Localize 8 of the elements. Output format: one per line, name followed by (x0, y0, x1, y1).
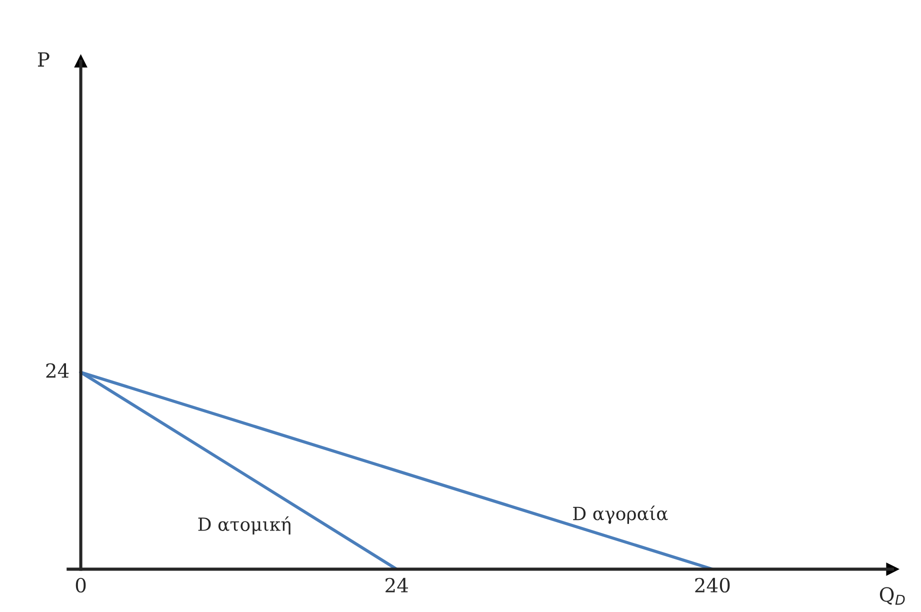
x-tick-label: 24 (386, 578, 408, 592)
text: P (38, 52, 50, 67)
x-tick-label: 0 (76, 578, 86, 593)
annotation: 24 (46, 363, 69, 378)
x-axis-title: Q$_{D}$ (880, 587, 905, 605)
series-label: D ατομική (198, 516, 290, 535)
x-tick-label: 240 (695, 578, 730, 593)
series-label: D αγοραία (573, 506, 668, 524)
